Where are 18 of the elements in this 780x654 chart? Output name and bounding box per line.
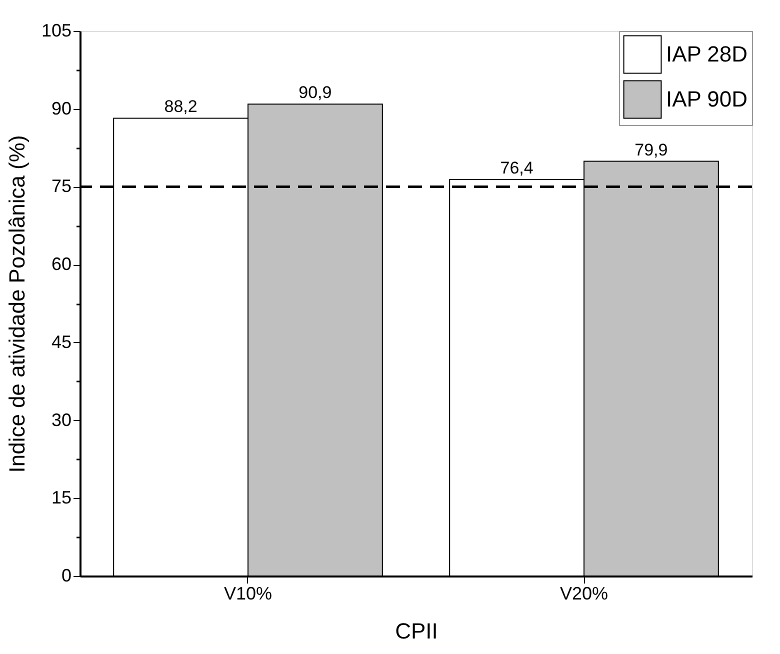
data-label: 88,2 bbox=[164, 97, 198, 116]
x-tick-label: V20% bbox=[560, 584, 608, 604]
y-tick-label: 90 bbox=[51, 98, 72, 118]
y-tick-label: 75 bbox=[51, 176, 72, 196]
y-tick-label: 30 bbox=[51, 410, 72, 430]
x-axis-title: CPII bbox=[395, 618, 438, 644]
y-axis-title: Indice de atividade Pozolânica (%) bbox=[4, 135, 30, 473]
y-tick-label: 60 bbox=[51, 254, 72, 274]
y-tick-label: 15 bbox=[51, 488, 72, 508]
legend-label: IAP 90D bbox=[666, 86, 748, 112]
x-tick-label: V10% bbox=[224, 584, 272, 604]
data-label: 76,4 bbox=[500, 158, 534, 178]
legend-label: IAP 28D bbox=[666, 42, 748, 66]
y-tick-label: 45 bbox=[51, 332, 72, 352]
y-tick-label: 0 bbox=[61, 566, 72, 586]
data-label: 79,9 bbox=[634, 140, 668, 160]
data-label: 90,9 bbox=[298, 83, 332, 102]
y-tick-label: 105 bbox=[41, 20, 72, 40]
